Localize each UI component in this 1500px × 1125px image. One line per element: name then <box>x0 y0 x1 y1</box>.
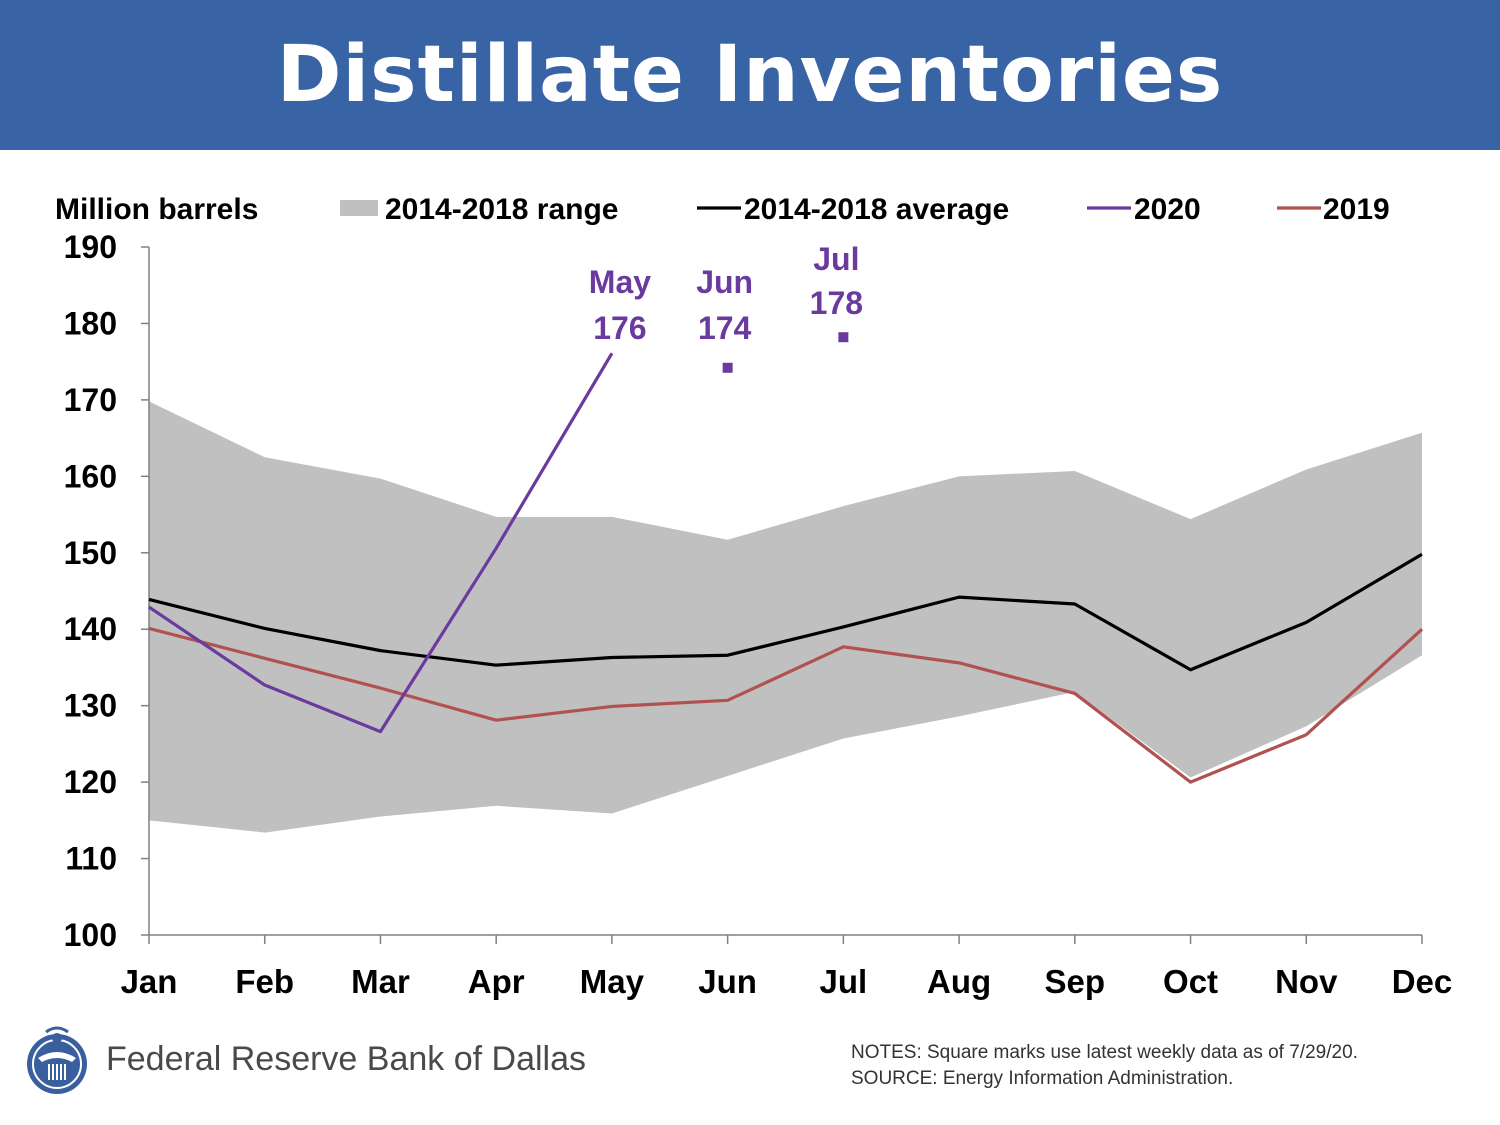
distillate-chart: 100 110 120 130 140 150 160 170 180 190 Jan Feb Mar A… <box>55 193 1452 1000</box>
y-axis-title: Million barrels <box>55 193 258 226</box>
legend-swatch-range <box>340 200 378 216</box>
legend-label-2020: 2020 <box>1134 193 1201 226</box>
weekly-marks-group <box>722 332 849 373</box>
x-tick-label: Nov <box>1275 963 1338 1000</box>
eagle-seal-icon <box>27 1026 87 1094</box>
bank-name: Federal Reserve Bank of Dallas <box>106 1040 587 1078</box>
annotation-value-jul: 178 <box>810 285 863 321</box>
legend: 2014-2018 range 2014-2018 average 2020 2019 <box>340 193 1390 226</box>
x-tick-label: Jan <box>121 963 178 1000</box>
y-tick-label: 170 <box>64 382 117 418</box>
annotation-month-jul: Jul <box>813 241 859 277</box>
x-tick-label: Apr <box>468 963 525 1000</box>
annotation-value-may: 176 <box>593 310 646 346</box>
y-tick-label: 130 <box>64 688 117 724</box>
fed-seal-logo <box>24 1024 90 1098</box>
y-tick-label: 100 <box>64 917 117 953</box>
y-tick-label: 140 <box>64 611 117 647</box>
source-text: SOURCE: Energy Information Administratio… <box>851 1068 1234 1089</box>
x-tick-label: Oct <box>1163 963 1218 1000</box>
legend-label-2014-2018-range: 2014-2018 range <box>385 193 619 226</box>
legend-label-2019: 2019 <box>1323 193 1390 226</box>
y-tick-label: 150 <box>64 535 117 571</box>
weekly-mark-jul <box>838 332 849 343</box>
series-line-2014-2018-average <box>148 552 1423 672</box>
x-tick-label: Jul <box>820 963 868 1000</box>
x-tick-label: May <box>580 963 645 1000</box>
weekly-mark-jun <box>722 362 733 373</box>
x-tick-label: Aug <box>927 963 991 1000</box>
x-tick-label: Mar <box>351 963 410 1000</box>
x-tick-label: Feb <box>235 963 294 1000</box>
footer-notes: NOTES: Square marks use latest weekly da… <box>851 1040 1358 1092</box>
y-tick-label: 110 <box>65 841 117 877</box>
range-area-group <box>149 401 1422 833</box>
annotation-value-jun: 174 <box>698 310 752 346</box>
annotation-month-jun: Jun <box>696 264 753 300</box>
series-line-2019 <box>148 626 1424 784</box>
notes-text: NOTES: Square marks use latest weekly da… <box>851 1042 1358 1063</box>
x-tick-label: Dec <box>1392 963 1453 1000</box>
y-tick-label: 160 <box>64 458 117 494</box>
page-title: Distillate Inventories <box>276 30 1224 120</box>
y-tick-label: 180 <box>64 305 117 341</box>
y-tick-label: 190 <box>64 229 117 265</box>
x-tick-label: Jun <box>698 963 757 1000</box>
header-bar: Distillate Inventories <box>0 0 1500 150</box>
range-area <box>149 401 1422 833</box>
legend-label-2014-2018-average: 2014-2018 average <box>744 193 1009 226</box>
series-line-2020 <box>148 352 614 734</box>
series-lines-group <box>148 352 1424 784</box>
x-tick-label: Sep <box>1045 963 1106 1000</box>
y-tick-label: 120 <box>64 764 117 800</box>
axes-group: 100 110 120 130 140 150 160 170 180 190 Jan Feb Mar A… <box>55 193 1452 1000</box>
annotation-month-may: May <box>589 264 651 300</box>
annotations-group: May 176 Jun 174 Jul 178 <box>589 241 863 346</box>
